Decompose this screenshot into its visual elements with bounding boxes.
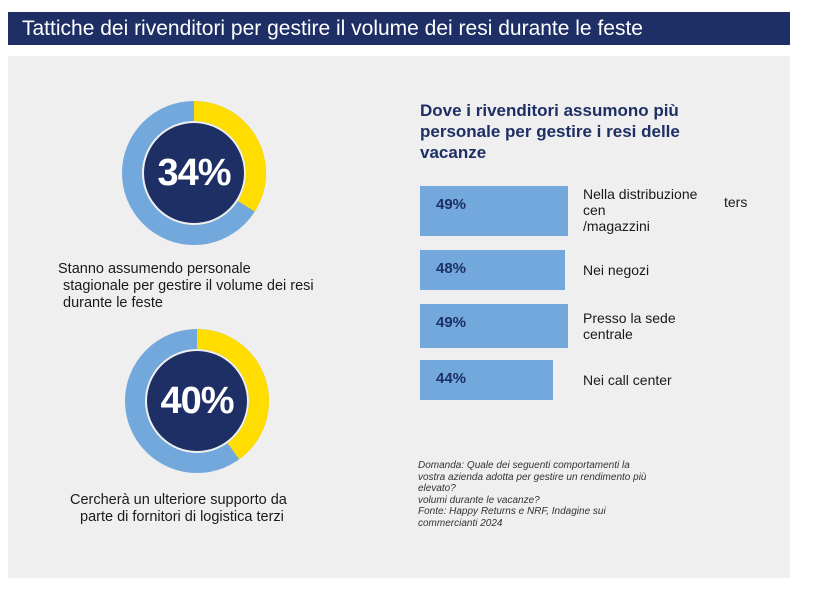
donut-40-arc (125, 329, 269, 473)
bar-category-label: Presso la sede centrale (583, 310, 733, 342)
donut-40-svg (125, 329, 269, 473)
bar-2: 49% (420, 304, 568, 348)
content-panel: 34% Stanno assumendo personale stagional… (8, 56, 790, 578)
bar-label-line: cen (583, 202, 606, 218)
footnote-line: elevato? (418, 483, 456, 494)
bar-label-line: /magazzini (583, 218, 650, 234)
footnote-line: volumi durante le vacanze? (418, 494, 540, 506)
donut-40-center (147, 351, 247, 451)
donut-34-center (144, 123, 244, 223)
bar-category-label: Nella distribuzione cen/magazzini (583, 186, 733, 234)
bar-3: 44% (420, 360, 553, 400)
stray-text: ters (724, 194, 748, 210)
bar-value-label: 48% (436, 260, 467, 277)
caption-line: Cercherà un ulteriore supporto da (70, 492, 287, 508)
title-line: Dove i rivenditori assumono più (420, 101, 679, 120)
donut-chart-40: 40% (124, 328, 270, 474)
donut-40-value: 40% (160, 379, 234, 422)
footnote-line: commercianti 2024 (418, 517, 503, 529)
bar-value-label: 49% (436, 196, 467, 213)
bar-1: 48% (420, 250, 565, 290)
donut-34-arc (122, 101, 266, 245)
caption-line: stagionale per gestire il volume dei res… (63, 278, 314, 294)
bar-value-label: 44% (436, 370, 467, 387)
caption-line: parte di fornitori di logistica terzi (80, 509, 284, 525)
bar-label-line: Nella distribuzione (583, 186, 698, 202)
footnote-line: Fonte: Happy Returns e NRF, Indagine sui (418, 506, 606, 517)
title-line: vacanze (420, 143, 487, 162)
donut-40-caption: Cercherà un ulteriore supporto da parte … (70, 492, 370, 526)
donut-chart-34: 34% (121, 100, 267, 246)
bar-chart-title: Dove i rivenditori assumono più personal… (420, 100, 740, 163)
bar-category-label: Nei call center (583, 372, 733, 388)
bar-0: 49% (420, 186, 568, 236)
page-title: Tattiche dei rivenditori per gestire il … (8, 12, 790, 45)
bar-label-line: Presso la sede (583, 310, 676, 326)
bar-value-label: 49% (436, 314, 467, 331)
footnote-line: vostra azienda adotta per gestire un ren… (418, 471, 647, 483)
caption-line: durante le feste (63, 295, 163, 311)
bar-label-line: Nei call center (583, 372, 672, 388)
footnote: Domanda: Quale dei seguenti comportament… (418, 460, 708, 529)
donut-34-svg (122, 101, 266, 245)
footnote-line: Domanda: Quale dei seguenti comportament… (418, 460, 630, 471)
bar-label-line: centrale (583, 326, 633, 342)
caption-line: Stanno assumendo personale (58, 261, 251, 277)
donut-34-caption: Stanno assumendo personale stagionale pe… (58, 261, 358, 312)
title-line: personale per gestire i resi delle (420, 122, 680, 141)
donut-34-value: 34% (157, 151, 231, 194)
bar-category-label: Nei negozi (583, 262, 733, 278)
bar-label-line: Nei negozi (583, 262, 650, 278)
